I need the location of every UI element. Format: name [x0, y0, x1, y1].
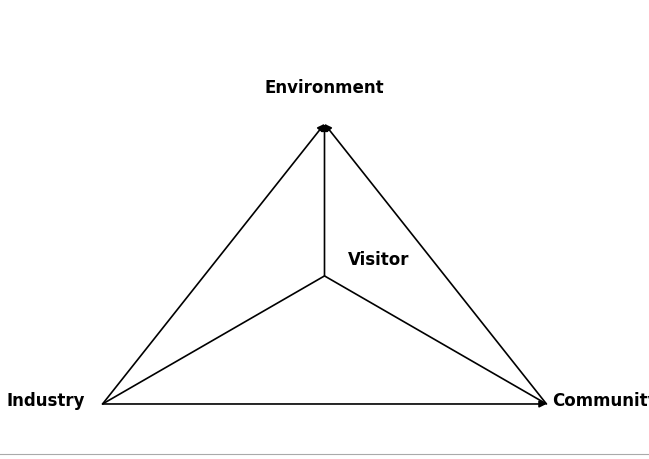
Text: Visitor: Visitor [348, 250, 410, 269]
Text: Industry: Industry [6, 391, 85, 409]
Text: Environment: Environment [265, 78, 384, 96]
Text: Community: Community [552, 391, 649, 409]
